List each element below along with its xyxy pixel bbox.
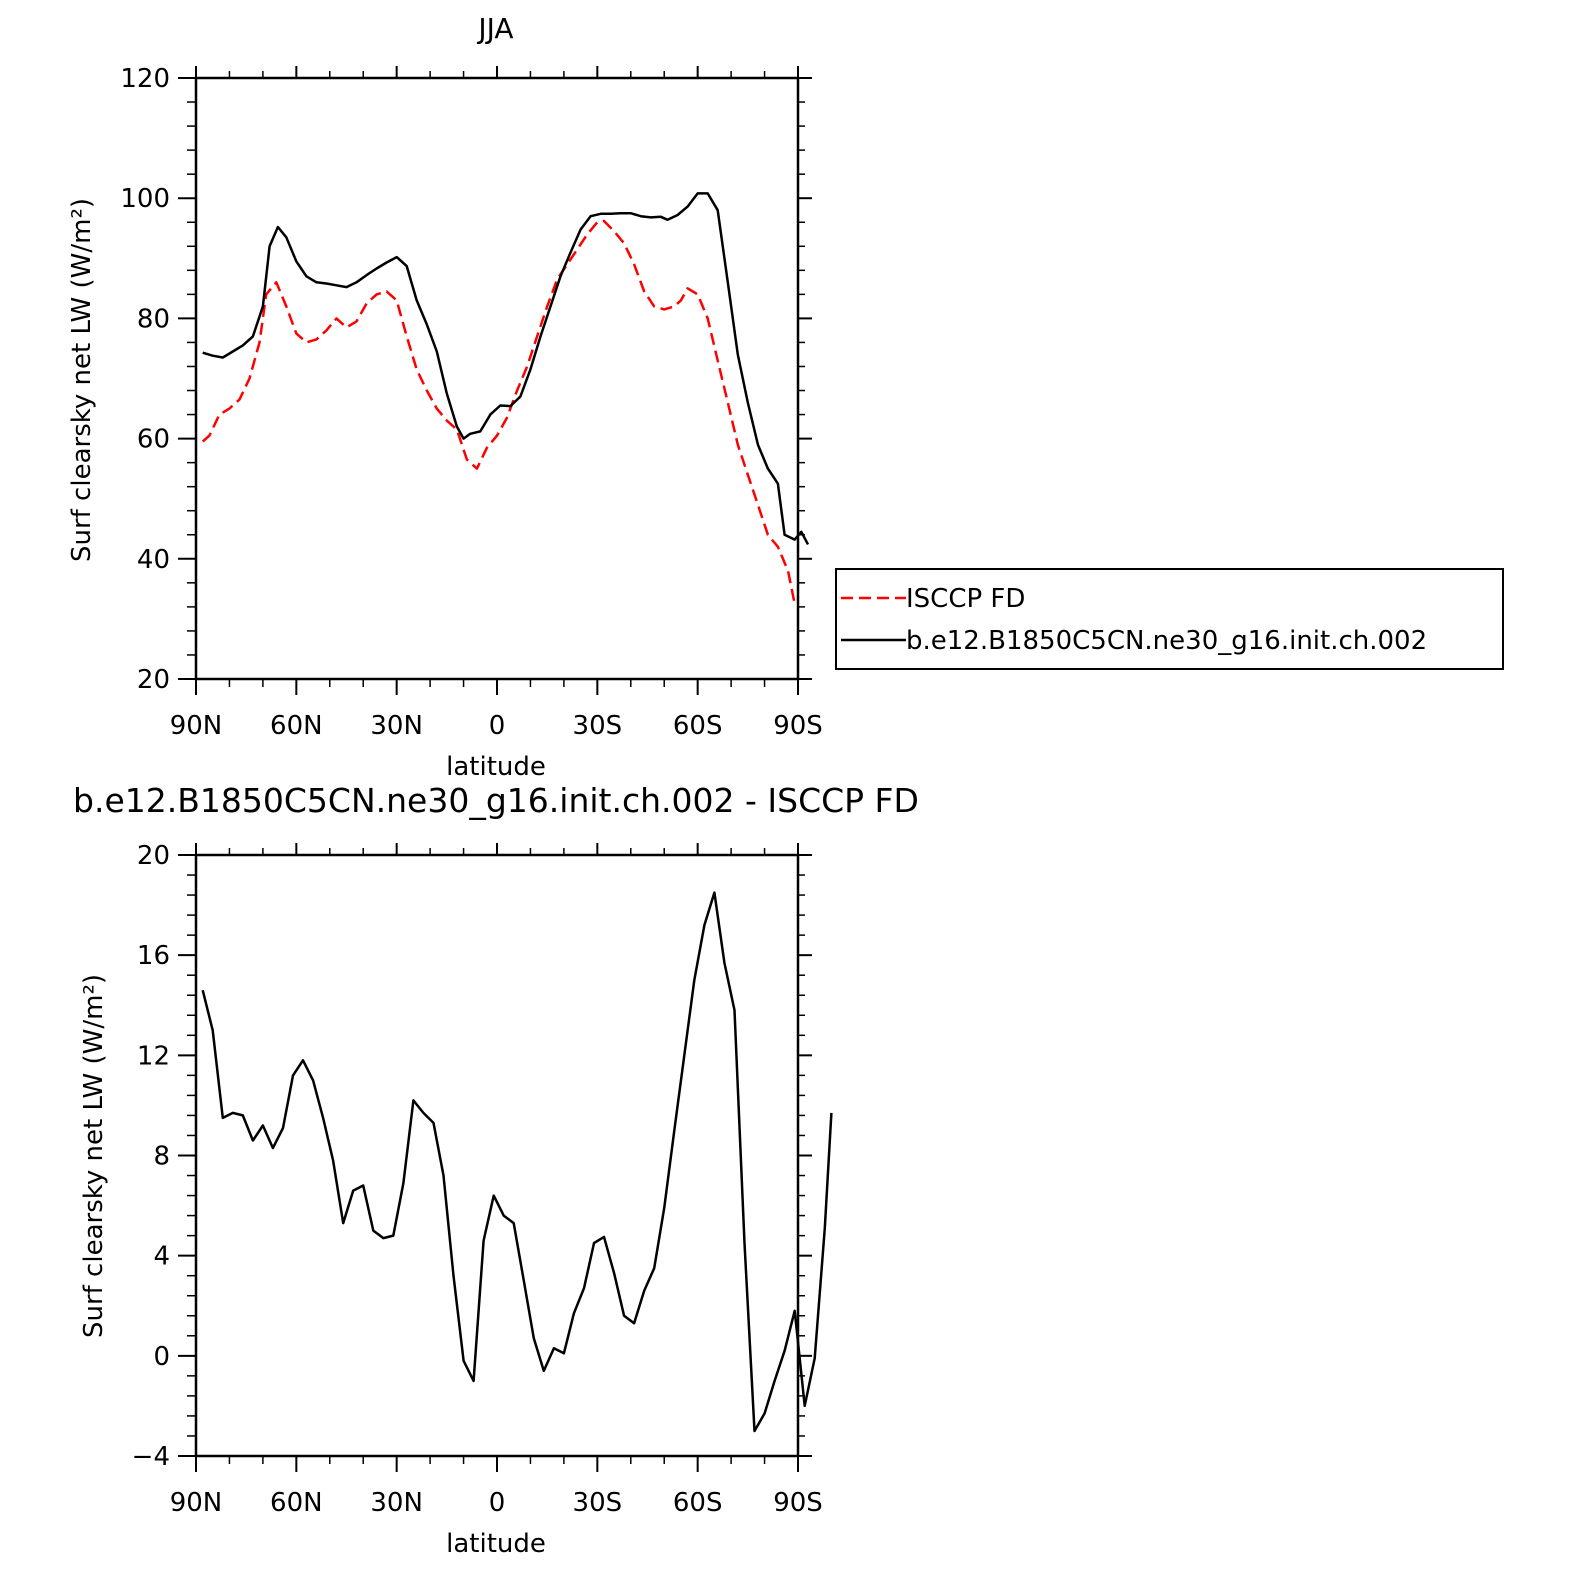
y-tick-label: 40	[137, 545, 170, 575]
legend-label-model: b.e12.B1850C5CN.ne30_g16.init.ch.002	[906, 626, 1427, 656]
y-tick-label: 4	[153, 1242, 170, 1272]
x-tick-label: 60S	[673, 711, 723, 741]
bottom-plot-frame	[194, 853, 800, 1458]
bottom-x-tick-labels: 90N 60N 30N 0 30S 60S 90S	[170, 1488, 823, 1518]
bottom-y-axis-label: Surf clearsky net LW (W/m²)	[79, 974, 109, 1338]
x-tick-label: 30S	[573, 711, 623, 741]
y-tick-label: 12	[137, 1041, 170, 1071]
bottom-chart-title: b.e12.B1850C5CN.ne30_g16.init.ch.002 - I…	[73, 781, 919, 820]
x-tick-label: 90N	[170, 1488, 223, 1518]
legend-label-isccp: ISCCP FD	[906, 584, 1025, 614]
x-tick-label: 60N	[270, 711, 323, 741]
x-tick-label: 0	[489, 711, 506, 741]
y-tick-label: 80	[137, 304, 170, 334]
top-series-line-1	[202, 192, 810, 545]
top-panel: JJA 20 40 60 80 100 120 90N 60N 30N 0 30S 60S 90S l…	[67, 12, 823, 782]
y-tick-label: 0	[153, 1342, 170, 1372]
x-tick-label: 90S	[773, 1488, 823, 1518]
top-y-axis-label: Surf clearsky net LW (W/m²)	[67, 198, 97, 562]
y-tick-label: 120	[120, 64, 170, 94]
legend: ISCCP FD b.e12.B1850C5CN.ne30_g16.init.c…	[835, 568, 1504, 670]
bottom-series-line-0	[201, 891, 833, 1433]
y-tick-label: 100	[120, 184, 170, 214]
y-tick-label: 20	[137, 665, 170, 695]
x-tick-label: 30S	[573, 1488, 623, 1518]
x-tick-label: 60S	[673, 1488, 723, 1518]
x-tick-label: 0	[489, 1488, 506, 1518]
top-x-axis-label: latitude	[446, 752, 546, 782]
top-y-tick-labels: 20 40 60 80 100 120	[120, 64, 170, 695]
x-tick-label: 60N	[270, 1488, 323, 1518]
x-tick-label: 90S	[773, 711, 823, 741]
y-tick-label: 8	[153, 1142, 170, 1172]
top-x-tick-labels: 90N 60N 30N 0 30S 60S 90S	[170, 711, 823, 741]
bottom-panel: b.e12.B1850C5CN.ne30_g16.init.ch.002 - I…	[73, 781, 919, 1559]
y-tick-label: 60	[137, 425, 170, 455]
legend-box	[835, 568, 1504, 670]
bottom-x-axis-label: latitude	[446, 1529, 546, 1559]
top-chart-title: JJA	[476, 12, 513, 45]
y-tick-label: 20	[137, 841, 170, 871]
top-plot-frame	[194, 76, 800, 681]
top-series-line-0	[201, 219, 796, 605]
y-tick-label: −4	[132, 1442, 170, 1472]
top-series-group	[201, 192, 810, 605]
bottom-series-group	[201, 891, 833, 1433]
y-tick-label: 16	[137, 941, 170, 971]
bottom-y-tick-labels: −4 0 4 8 12 16 20	[132, 841, 170, 1472]
x-tick-label: 90N	[170, 711, 223, 741]
x-tick-label: 30N	[370, 1488, 423, 1518]
x-tick-label: 30N	[370, 711, 423, 741]
